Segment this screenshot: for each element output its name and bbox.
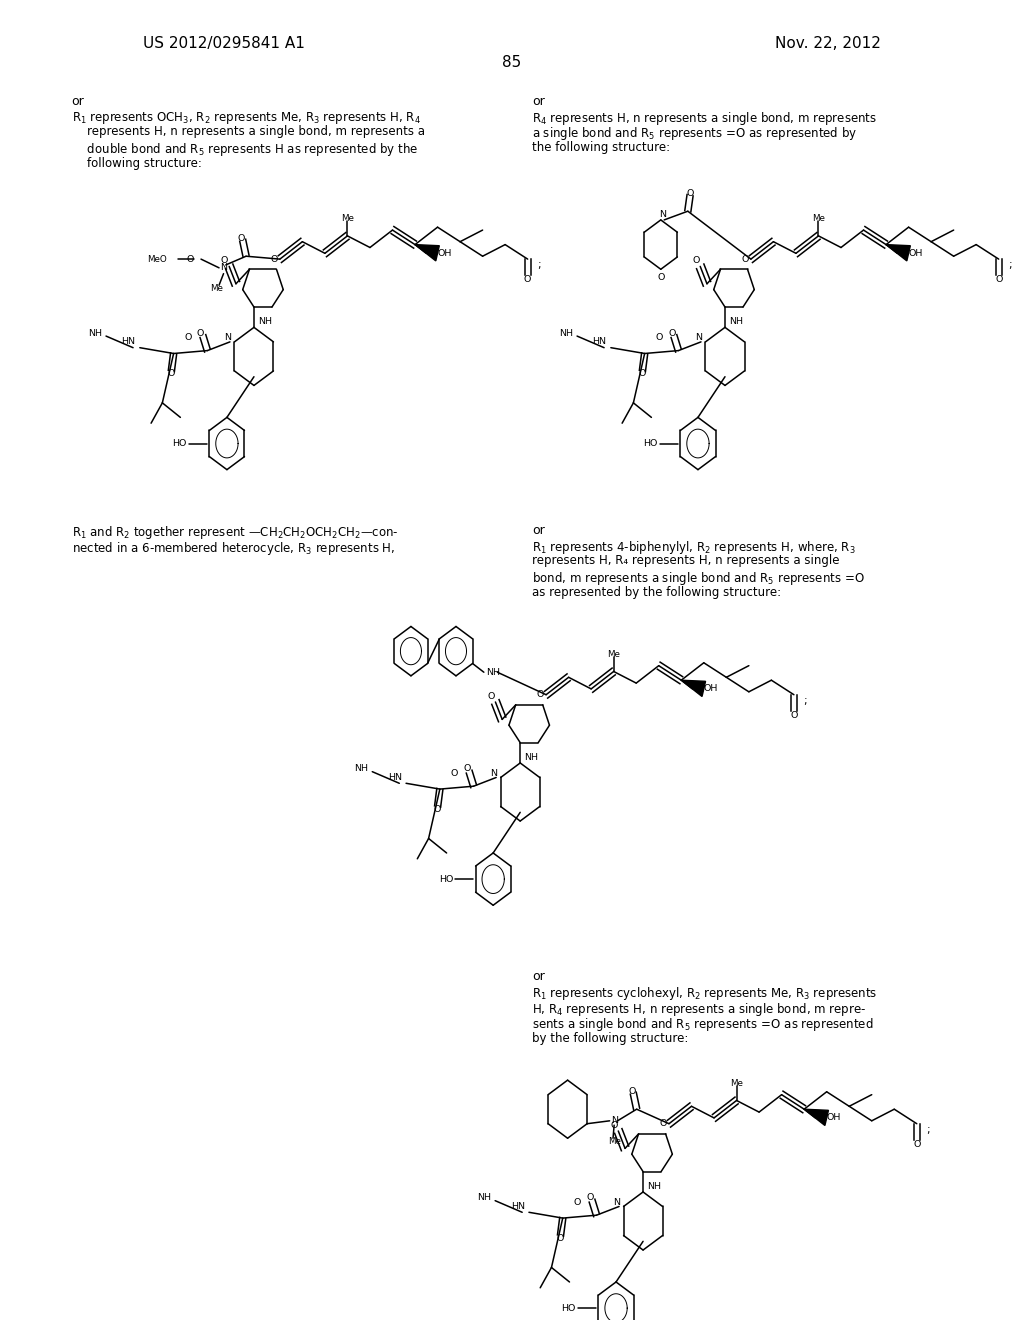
Text: O: O [186, 255, 194, 264]
Text: O: O [270, 255, 278, 264]
Text: O: O [524, 275, 531, 284]
Text: HN: HN [511, 1203, 524, 1210]
Text: O: O [610, 1121, 617, 1130]
Text: HO: HO [438, 875, 453, 883]
Text: NH: NH [354, 764, 368, 774]
Text: O: O [557, 1234, 564, 1243]
Text: R$_1$ represents 4-biphenylyl, R$_2$ represents H, where, R$_3$: R$_1$ represents 4-biphenylyl, R$_2$ rep… [532, 539, 856, 556]
Text: or: or [72, 95, 84, 108]
Text: Nov. 22, 2012: Nov. 22, 2012 [775, 36, 881, 50]
Text: R$_4$ represents H, n represents a single bond, m represents: R$_4$ represents H, n represents a singl… [532, 110, 878, 127]
Text: Me: Me [210, 284, 223, 293]
Text: O: O [451, 768, 458, 777]
Text: or: or [532, 970, 545, 983]
Text: a single bond and R$_5$ represents $\!=\!$O as represented by: a single bond and R$_5$ represents $\!=\… [532, 125, 858, 143]
Text: HN: HN [593, 338, 606, 346]
Text: or: or [532, 524, 545, 537]
Text: by the following structure:: by the following structure: [532, 1032, 689, 1045]
Text: O: O [692, 256, 699, 265]
Polygon shape [886, 244, 910, 261]
Text: OH: OH [703, 684, 718, 693]
Text: Me: Me [607, 1137, 621, 1146]
Text: N: N [610, 1117, 617, 1126]
Polygon shape [415, 244, 439, 261]
Text: O: O [659, 1119, 667, 1129]
Text: O: O [573, 1197, 581, 1206]
Text: O: O [655, 333, 663, 342]
Text: O: O [639, 370, 646, 379]
Text: MeO: MeO [147, 255, 167, 264]
Text: OH: OH [908, 248, 923, 257]
Text: ;: ; [804, 696, 807, 705]
Text: Me: Me [730, 1078, 743, 1088]
Text: NH: NH [485, 668, 500, 677]
Text: NH: NH [477, 1193, 490, 1203]
Text: O: O [657, 273, 665, 282]
Text: N: N [695, 333, 702, 342]
Text: O: O [238, 234, 246, 243]
Text: R$_1$ and R$_2$ together represent —CH$_2$CH$_2$OCH$_2$CH$_2$—con-: R$_1$ and R$_2$ together represent —CH$_… [72, 524, 398, 541]
Text: O: O [586, 1193, 594, 1203]
Polygon shape [804, 1109, 828, 1126]
Text: N: N [490, 768, 498, 777]
Text: ;: ; [927, 1125, 930, 1134]
Text: ;: ; [1009, 260, 1012, 269]
Text: N: N [659, 210, 667, 219]
Text: NH: NH [524, 752, 539, 762]
Text: H, R$_4$ represents H, n represents a single bond, m repre-: H, R$_4$ represents H, n represents a si… [532, 1001, 866, 1018]
Text: nected in a 6-membered heterocycle, R$_3$ represents H,: nected in a 6-membered heterocycle, R$_3… [72, 540, 395, 557]
Text: represents H, R₄ represents H, n represents a single: represents H, R₄ represents H, n represe… [532, 554, 840, 568]
Text: or: or [532, 95, 545, 108]
Text: OH: OH [826, 1113, 841, 1122]
Text: Me: Me [607, 649, 621, 659]
Text: O: O [463, 764, 471, 774]
Text: as represented by the following structure:: as represented by the following structur… [532, 586, 781, 599]
Text: O: O [221, 256, 228, 265]
Text: US 2012/0295841 A1: US 2012/0295841 A1 [143, 36, 305, 50]
Text: Me: Me [341, 214, 354, 223]
Text: HO: HO [561, 1304, 575, 1312]
Text: O: O [995, 275, 1002, 284]
Text: O: O [487, 692, 495, 701]
Text: HO: HO [172, 440, 186, 447]
Text: R$_1$ represents cyclohexyl, R$_2$ represents Me, R$_3$ represents: R$_1$ represents cyclohexyl, R$_2$ repre… [532, 985, 878, 1002]
Text: N: N [613, 1197, 621, 1206]
Text: Me: Me [812, 214, 825, 223]
Text: O: O [184, 333, 191, 342]
Text: O: O [686, 189, 694, 198]
Text: HN: HN [122, 338, 135, 346]
Text: sents a single bond and R$_5$ represents $\!=\!$O as represented: sents a single bond and R$_5$ represents… [532, 1016, 874, 1034]
Text: 85: 85 [503, 55, 521, 70]
Text: HO: HO [643, 440, 657, 447]
Text: O: O [668, 329, 676, 338]
Text: represents H, n represents a single bond, m represents a: represents H, n represents a single bond… [72, 125, 425, 139]
Text: NH: NH [559, 329, 572, 338]
Text: O: O [913, 1139, 921, 1148]
Text: O: O [197, 329, 205, 338]
Text: double bond and R$_5$ represents H as represented by the: double bond and R$_5$ represents H as re… [72, 141, 418, 158]
Text: O: O [168, 370, 175, 379]
Text: OH: OH [437, 248, 452, 257]
Text: the following structure:: the following structure: [532, 141, 671, 154]
Text: NH: NH [729, 317, 743, 326]
Text: N: N [220, 263, 227, 272]
Text: N: N [224, 333, 231, 342]
Text: bond, m represents a single bond and R$_5$ represents $\!=\!$O: bond, m represents a single bond and R$_… [532, 570, 865, 587]
Text: HN: HN [388, 774, 401, 781]
Text: O: O [537, 690, 544, 700]
Text: following structure:: following structure: [72, 157, 202, 170]
Text: NH: NH [647, 1181, 662, 1191]
Text: R$_1$ represents OCH$_3$, R$_2$ represents Me, R$_3$ represents H, R$_4$: R$_1$ represents OCH$_3$, R$_2$ represen… [72, 110, 421, 125]
Text: NH: NH [88, 329, 101, 338]
Text: O: O [791, 710, 798, 719]
Polygon shape [681, 680, 706, 697]
Text: O: O [741, 255, 749, 264]
Text: O: O [629, 1088, 636, 1097]
Text: NH: NH [258, 317, 272, 326]
Text: O: O [434, 805, 441, 814]
Text: ;: ; [538, 260, 541, 269]
